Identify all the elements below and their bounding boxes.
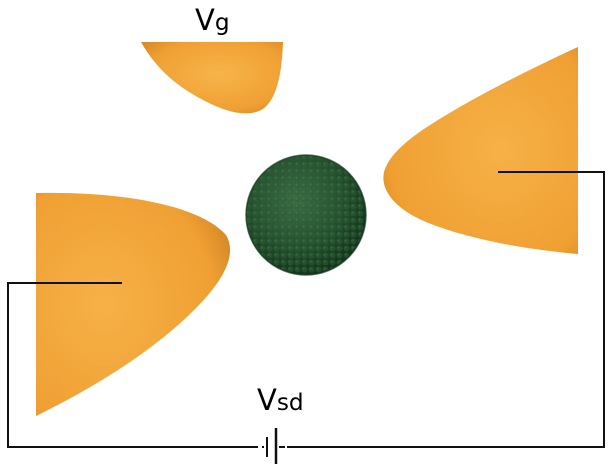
source-drain-voltage-subscript: sd: [276, 389, 304, 416]
nanoparticle: [245, 154, 367, 276]
gate-voltage-main: V: [195, 3, 215, 37]
battery-symbol-icon: [262, 428, 285, 464]
gate-voltage-subscript: g: [214, 9, 230, 36]
drain-electrode: [383, 47, 578, 254]
source-electrode: [36, 192, 231, 416]
source-drain-voltage-main: V: [257, 383, 277, 417]
source-drain-voltage-label: Vsd: [257, 386, 304, 415]
gate-electrode: [141, 42, 283, 114]
circuit-wire: [7, 171, 605, 448]
gate-voltage-label: Vg: [195, 6, 230, 35]
